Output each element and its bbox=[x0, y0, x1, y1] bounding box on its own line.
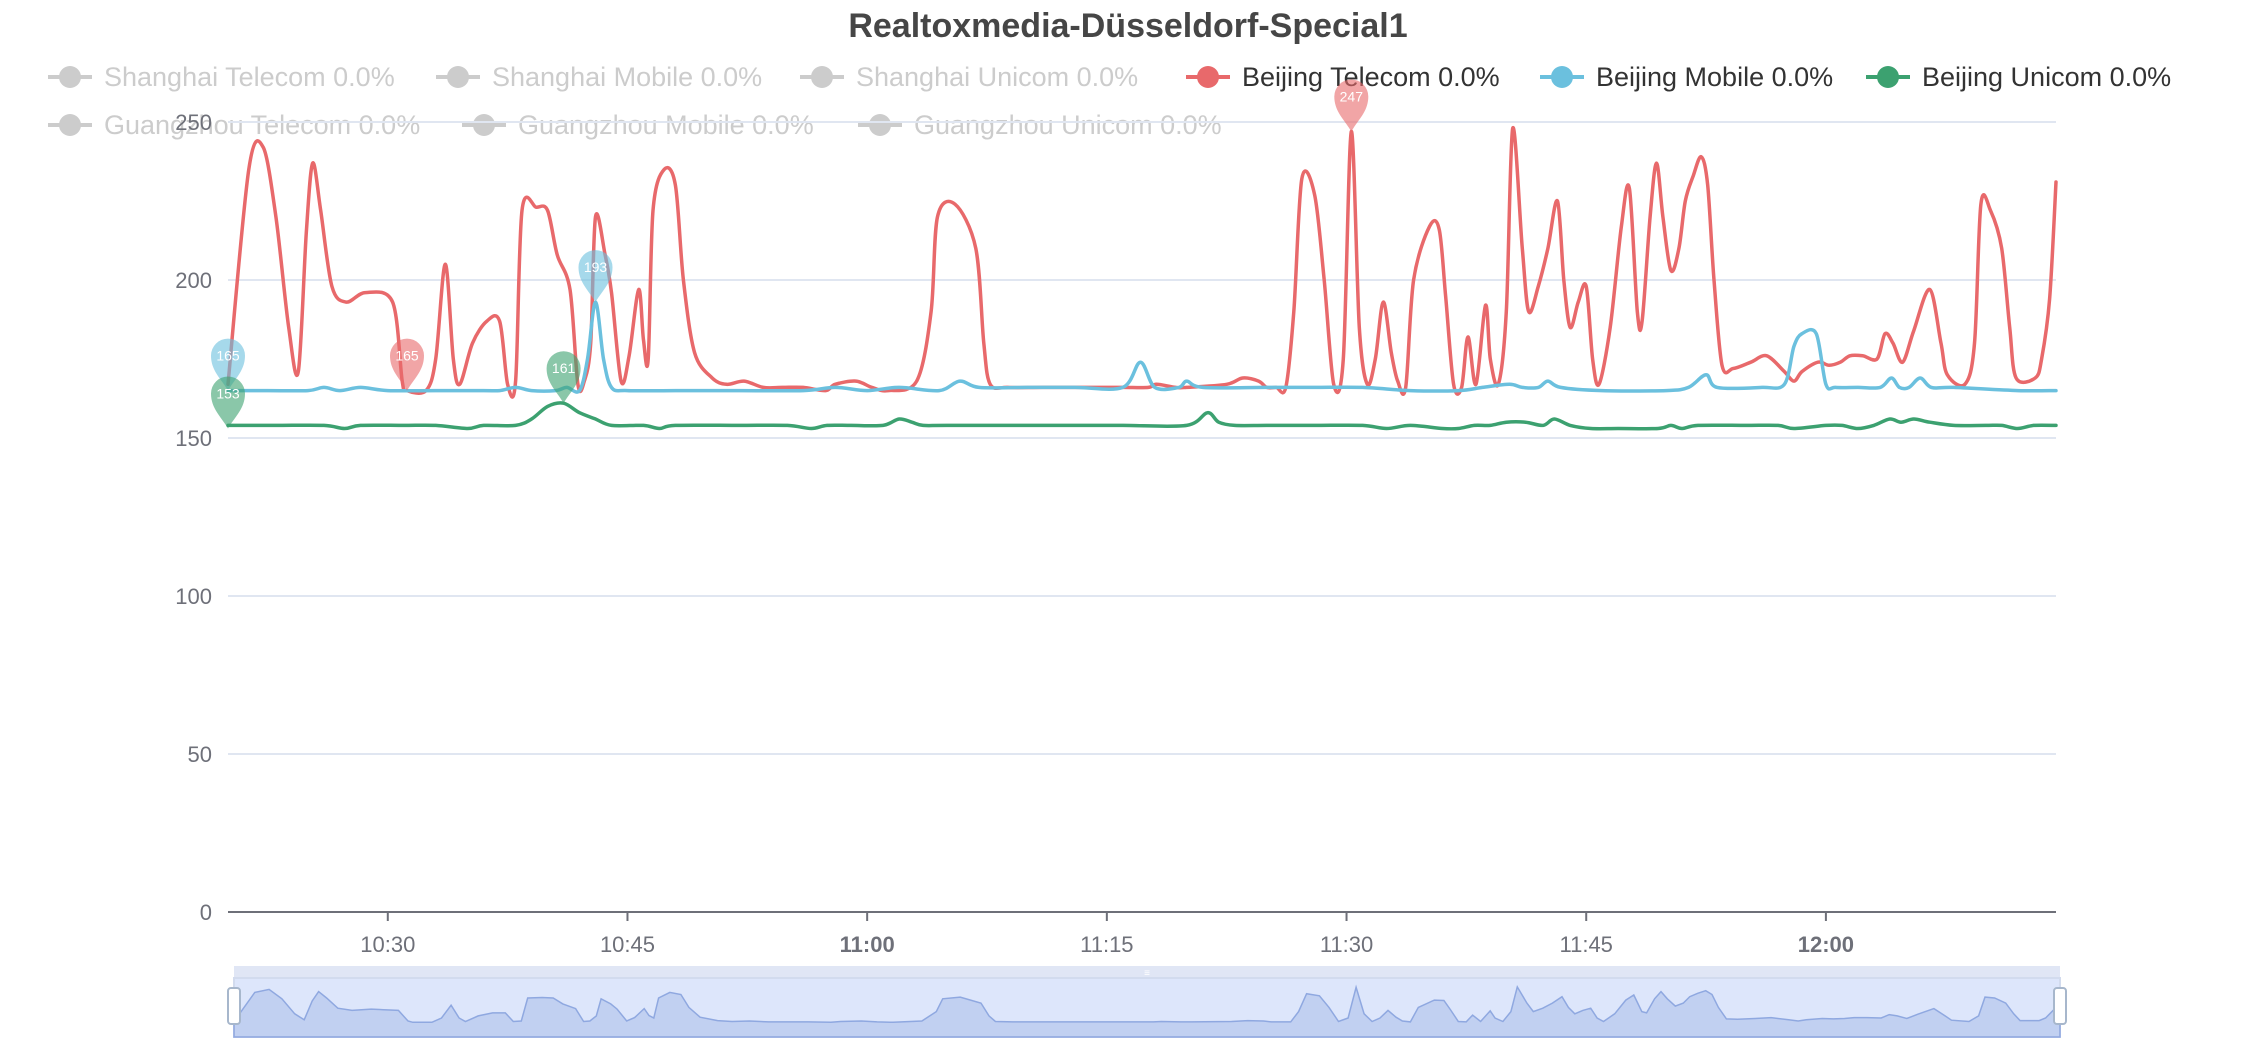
marker-pin-max: 161 bbox=[546, 351, 581, 404]
legend-dot-icon bbox=[59, 114, 81, 136]
series-line-beijing-mobile bbox=[226, 300, 2058, 394]
series-line-beijing-telecom bbox=[226, 126, 2058, 399]
legend-dot-icon bbox=[1551, 66, 1573, 88]
legend-label: Shanghai Mobile 0.0% bbox=[492, 62, 762, 92]
x-axis: 10:30 10:45 11:00 11:15 11:30 11:45 12:00 bbox=[360, 912, 1854, 957]
marker-pin-min: 165 bbox=[390, 338, 424, 391]
marker-pin-shape bbox=[546, 351, 581, 404]
markers: 247 165 193 165 161 153 bbox=[211, 79, 1369, 429]
legend-dot-icon bbox=[811, 66, 833, 88]
chart-title: Realtoxmedia-Düsseldorf-Special1 bbox=[848, 7, 1407, 45]
legend-label: Shanghai Telecom 0.0% bbox=[104, 62, 395, 92]
legend-label: Beijing Telecom 0.0% bbox=[1242, 62, 1500, 92]
legend-dot-icon bbox=[869, 114, 891, 136]
y-axis: 0 50 100 150 200 250 bbox=[175, 110, 212, 925]
legend-item[interactable]: Guangzhou Mobile 0.0% bbox=[462, 110, 814, 140]
legend-label: Guangzhou Mobile 0.0% bbox=[518, 110, 814, 140]
legend-label: Beijing Mobile 0.0% bbox=[1596, 62, 1833, 92]
data-zoom-slider[interactable]: ≡ bbox=[227, 966, 2067, 1038]
legend-dot-icon bbox=[1197, 66, 1219, 88]
zoom-top-bar bbox=[234, 966, 2060, 978]
marker-pin-label: 193 bbox=[584, 259, 608, 275]
marker-pin-shape bbox=[1334, 79, 1369, 132]
zoom-preview-area bbox=[233, 984, 2061, 1038]
zoom-grip-icon: ≡ bbox=[1144, 968, 1150, 979]
legend-item[interactable]: Beijing Telecom 0.0% bbox=[1186, 62, 1500, 92]
y-tick-label: 250 bbox=[175, 110, 212, 135]
legend-item[interactable]: Shanghai Unicom 0.0% bbox=[800, 62, 1138, 92]
marker-pin-label: 247 bbox=[1340, 89, 1364, 105]
legend-item[interactable]: Beijing Unicom 0.0% bbox=[1866, 62, 2171, 92]
x-tick-label: 11:15 bbox=[1080, 932, 1133, 957]
y-tick-label: 100 bbox=[175, 584, 212, 609]
x-tick-label: 11:30 bbox=[1320, 932, 1373, 957]
legend-label: Guangzhou Telecom 0.0% bbox=[104, 110, 420, 140]
marker-pin-shape bbox=[211, 376, 245, 429]
marker-pin-label: 153 bbox=[216, 386, 240, 402]
x-tick-label: 11:45 bbox=[1560, 932, 1613, 957]
legend-item[interactable]: Guangzhou Telecom 0.0% bbox=[48, 110, 420, 140]
legend-item[interactable]: Beijing Mobile 0.0% bbox=[1540, 62, 1833, 92]
legend-item[interactable]: Guangzhou Unicom 0.0% bbox=[858, 110, 1222, 140]
y-tick-label: 200 bbox=[175, 268, 212, 293]
marker-pin-max: 193 bbox=[578, 250, 613, 303]
series-lines bbox=[226, 126, 2058, 431]
marker-pin-max: 247 bbox=[1334, 79, 1369, 132]
marker-pin-min: 153 bbox=[211, 376, 245, 429]
marker-pin-shape bbox=[390, 338, 424, 391]
y-tick-label: 50 bbox=[188, 742, 212, 767]
legend-dot-icon bbox=[447, 66, 469, 88]
grid-lines bbox=[228, 121, 2056, 913]
marker-pin-shape bbox=[578, 250, 613, 303]
x-tick-label: 11:00 bbox=[840, 932, 895, 957]
series-line-beijing-unicom bbox=[226, 401, 2058, 431]
zoom-left-handle[interactable] bbox=[227, 987, 241, 1025]
legend-item[interactable]: Shanghai Mobile 0.0% bbox=[436, 62, 762, 92]
y-tick-label: 150 bbox=[175, 426, 212, 451]
marker-pin-min: 165 bbox=[211, 338, 245, 391]
marker-pin-label: 161 bbox=[552, 360, 576, 376]
x-tick-label: 12:00 bbox=[1798, 932, 1854, 957]
legend-label: Beijing Unicom 0.0% bbox=[1922, 62, 2171, 92]
legend-dot-icon bbox=[59, 66, 81, 88]
marker-pin-label: 165 bbox=[216, 348, 240, 364]
x-tick-label: 10:45 bbox=[600, 932, 655, 957]
legend-dot-icon bbox=[473, 114, 495, 136]
marker-pin-label: 165 bbox=[395, 348, 419, 364]
legend-item[interactable]: Shanghai Telecom 0.0% bbox=[48, 62, 395, 92]
x-tick-label: 10:30 bbox=[360, 932, 415, 957]
marker-pin-shape bbox=[211, 338, 245, 391]
zoom-right-handle[interactable] bbox=[2053, 987, 2067, 1025]
legend-dot-icon bbox=[1877, 66, 1899, 88]
legend: Shanghai Telecom 0.0% Shanghai Mobile 0.0… bbox=[48, 62, 2171, 140]
y-tick-label: 0 bbox=[200, 900, 212, 925]
legend-label: Shanghai Unicom 0.0% bbox=[856, 62, 1138, 92]
legend-label: Guangzhou Unicom 0.0% bbox=[914, 110, 1222, 140]
